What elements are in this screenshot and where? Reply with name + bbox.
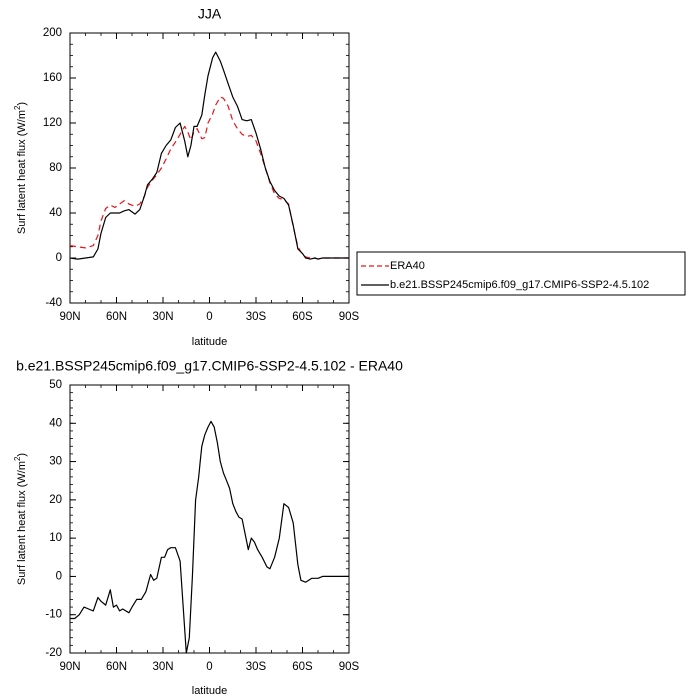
chart-0-y-tick-label: 0 (56, 252, 62, 264)
bottom-panel: b.e21.BSSP245cmip6.f09_g17.CMIP6-SSP2-4.… (13, 358, 403, 697)
chart-1-x-tick-label: 30S (246, 661, 267, 673)
chart-0-y-tick-label: 200 (43, 27, 62, 39)
chart-1-y-tick-label: 50 (49, 379, 62, 391)
chart-1-y-axis-label-sup: 2 (13, 456, 22, 461)
chart-1-y-tick-label: -10 (45, 609, 62, 621)
chart-1-x-tick-label: 0 (206, 661, 212, 673)
chart-1-x-tick-label: 90N (59, 661, 80, 673)
chart-0-x-axis-label: latitude (192, 336, 227, 348)
legend-label-1: b.e21.BSSP245cmip6.f09_g17.CMIP6-SSP2-4.… (390, 279, 649, 291)
chart-0-x-tick-label: 60S (292, 311, 313, 323)
top-panel: JJA 90N 60N 30N 0 30S 60S 90S -40 0 40 80 120 160 200 l… (13, 6, 360, 348)
chart-1-x-tick-label: 30N (152, 661, 173, 673)
chart-1-y-tick-label: 0 (56, 570, 62, 582)
chart-0-y-tick-label: 160 (43, 72, 62, 84)
chart-0-series-line-1 (69, 51, 349, 260)
chart-1-y-axis-label-main: Surf latent heat flux (W/m (16, 461, 28, 585)
chart-0-y-tick-label: 120 (43, 117, 62, 129)
chart-0-x-tick-label: 90N (59, 311, 80, 323)
chart-0-y-axis-label-close: ) (16, 102, 28, 106)
chart-0-y-tick-label: -40 (45, 297, 62, 309)
chart-0-x-tick-label: 90S (339, 311, 360, 323)
chart-1-x-axis-label: latitude (192, 685, 227, 697)
chart-0-x-tick-label: 0 (206, 311, 212, 323)
chart-1-y-tick-label: 10 (49, 532, 62, 544)
chart-1-y-tick-label: 30 (49, 456, 62, 468)
chart-1-y-tick-label: 20 (49, 494, 62, 506)
chart-0-plot-frame (69, 32, 350, 304)
legend: ERA40 b.e21.BSSP245cmip6.f09_g17.CMIP6-SS… (356, 251, 686, 296)
legend-box (356, 251, 686, 296)
chart-1-series-line-0 (70, 420, 349, 654)
chart-0-x-tick-label: 30N (152, 311, 173, 323)
chart-1-y-tick-label: -20 (45, 647, 62, 659)
chart-0-x-tick-label: 30S (246, 311, 267, 323)
chart-0-y-axis-label-main: Surf latent heat flux (W/m (16, 110, 28, 234)
chart-1-y-tick-label: 40 (49, 417, 62, 429)
chart-1-plot-frame (69, 384, 350, 654)
legend-label-0: ERA40 (390, 260, 425, 272)
chart-0-x-tick-label: 60N (106, 311, 127, 323)
chart-0-y-axis-label: Surf latent heat flux (W/m2) (13, 102, 28, 234)
chart-0-title: JJA (198, 6, 222, 22)
chart-0-y-tick-label: 80 (49, 162, 62, 174)
chart-1-title: b.e21.BSSP245cmip6.f09_g17.CMIP6-SSP2-4.… (16, 358, 403, 374)
chart-1-y-axis-label-close: ) (16, 453, 28, 457)
chart-1-x-tick-label: 90S (339, 661, 360, 673)
chart-0-y-tick-label: 40 (49, 207, 62, 219)
chart-1-y-axis-label: Surf latent heat flux (W/m2) (13, 453, 28, 585)
chart-0-y-axis-label-sup: 2 (13, 105, 22, 110)
chart-1-x-tick-label: 60S (292, 661, 313, 673)
chart-0-series-line-0 (69, 96, 349, 260)
chart-1-x-tick-label: 60N (106, 661, 127, 673)
